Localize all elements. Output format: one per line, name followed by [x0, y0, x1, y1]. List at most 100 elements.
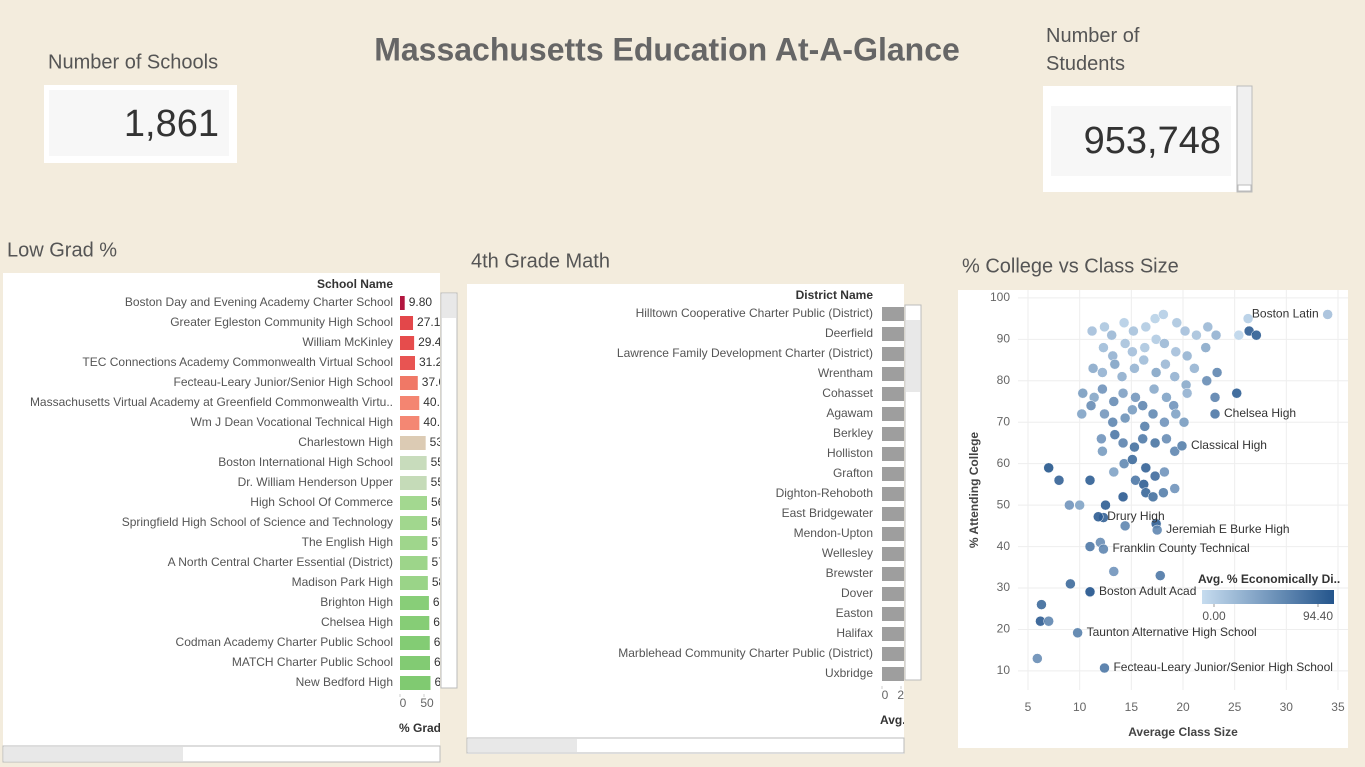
- category-label: Chelsea High: [321, 615, 393, 629]
- point: [1191, 329, 1202, 341]
- bar: [400, 396, 420, 410]
- bar: [400, 656, 430, 670]
- plot-area: 5 10 15 20 25 30 35 10 20 30 40 50 60 70 80 90 100 Averag…: [967, 290, 1348, 739]
- scrollbar-thumb[interactable]: [4, 747, 183, 761]
- point: [1147, 408, 1159, 420]
- point: [1108, 566, 1120, 577]
- category-label: Mendon-Upton: [794, 526, 873, 540]
- point: [1097, 383, 1108, 395]
- bar: [882, 627, 904, 641]
- category-label: Springfield High School of Science and T…: [122, 515, 393, 529]
- category-label: Charlestown High: [298, 435, 393, 449]
- value-label: 55.56: [431, 475, 461, 489]
- scrollbar[interactable]: [440, 292, 458, 689]
- bar: [882, 667, 904, 681]
- point-label: Drury High: [1107, 509, 1164, 523]
- y-tick-label: 40: [997, 539, 1011, 553]
- bar: [882, 427, 904, 441]
- kpi-value: 1,861: [124, 103, 219, 145]
- point-label: Chelsea High: [1224, 406, 1296, 420]
- scrollbar-thumb[interactable]: [468, 739, 577, 752]
- axis-title: Average Class Size: [1128, 725, 1238, 739]
- bar: [882, 447, 904, 461]
- point: [1139, 342, 1151, 353]
- bar: [400, 496, 427, 510]
- y-tick-label: 80: [997, 373, 1011, 387]
- point: [1117, 437, 1129, 449]
- point: [1127, 404, 1138, 416]
- point: [1158, 309, 1169, 320]
- category-label: MATCH Charter Public School: [232, 655, 393, 669]
- point-label: Boston Latin: [1252, 307, 1319, 321]
- point: [1170, 346, 1182, 358]
- axis-title: Avg.: [880, 713, 906, 727]
- bar: [882, 367, 904, 381]
- category-label: New Bedford High: [296, 675, 393, 689]
- section-title: % College vs Class Size: [962, 255, 1179, 277]
- scrollbar[interactable]: [1236, 85, 1253, 193]
- point: [1099, 321, 1110, 333]
- bar: [882, 607, 904, 621]
- bar: [882, 347, 904, 361]
- category-label: Brewster: [826, 566, 873, 580]
- point: [1200, 342, 1211, 353]
- point: [1155, 570, 1166, 581]
- value-label: 56.52: [431, 515, 461, 529]
- point: [1181, 387, 1193, 399]
- x-tick-label: 20: [897, 688, 911, 702]
- kpi-title-box: Number of Students: [1046, 25, 1139, 75]
- point: [1119, 338, 1131, 349]
- panel: [3, 273, 440, 762]
- point-label: Taunton Alternative High School: [1087, 625, 1257, 639]
- legend-label: 0.00: [1202, 609, 1226, 623]
- value-label: 57.33: [432, 555, 462, 569]
- point: [1137, 400, 1148, 411]
- scrollbar[interactable]: [904, 304, 922, 681]
- category-label: William McKinley: [302, 335, 393, 349]
- category-label: Brighton High: [320, 595, 393, 609]
- category-label: Uxbridge: [825, 666, 873, 680]
- point: [1128, 325, 1139, 337]
- bar: [400, 596, 429, 610]
- section-title: 4th Grade Math: [471, 250, 610, 272]
- category-label: TEC Connections Academy Commonwealth Vir…: [82, 355, 393, 369]
- point: [1108, 396, 1120, 407]
- point: [1119, 412, 1131, 424]
- y-tick-label: 90: [997, 331, 1011, 345]
- kpi-title: Number of Schools: [48, 51, 218, 73]
- bar: [882, 567, 904, 581]
- scrollbar-arrow[interactable]: [1237, 184, 1252, 192]
- category-label: Dover: [841, 586, 873, 600]
- category-label: Codman Academy Charter Public School: [176, 635, 393, 649]
- point: [1098, 342, 1109, 353]
- category-label: Wellesley: [822, 546, 873, 560]
- point: [1064, 499, 1075, 511]
- x-tick-label: 10: [1073, 700, 1087, 714]
- point: [1140, 462, 1152, 474]
- point: [1053, 475, 1065, 486]
- value-label: 9.80: [409, 295, 433, 309]
- scrollbar-thumb[interactable]: [906, 320, 920, 392]
- category-label: Massachusetts Virtual Academy at Greenfi…: [30, 395, 393, 409]
- category-label: Hilltown Cooperative Charter Public (Dis…: [636, 306, 873, 320]
- point: [1076, 408, 1087, 420]
- point: [1150, 367, 1162, 378]
- category-label: Dighton-Rehoboth: [776, 486, 873, 500]
- scrollbar-thumb[interactable]: [442, 294, 456, 318]
- point: [1138, 354, 1149, 366]
- value-label: 37.04: [422, 375, 452, 389]
- y-tick-label: 10: [997, 663, 1011, 677]
- y-tick-label: 70: [997, 414, 1011, 428]
- value-label: 55.50: [431, 455, 461, 469]
- point: [1098, 543, 1109, 555]
- point: [1097, 445, 1108, 457]
- point: [1159, 338, 1170, 349]
- category-label: Boston Day and Evening Academy Charter S…: [125, 295, 393, 309]
- x-tick-label: 0: [400, 696, 407, 710]
- bar: [400, 636, 430, 650]
- point: [1093, 511, 1104, 522]
- point: [1074, 499, 1085, 511]
- bar: [882, 507, 904, 521]
- point: [1129, 441, 1140, 453]
- dashboard-title: Massachusetts Education At-A-Glance: [374, 31, 960, 67]
